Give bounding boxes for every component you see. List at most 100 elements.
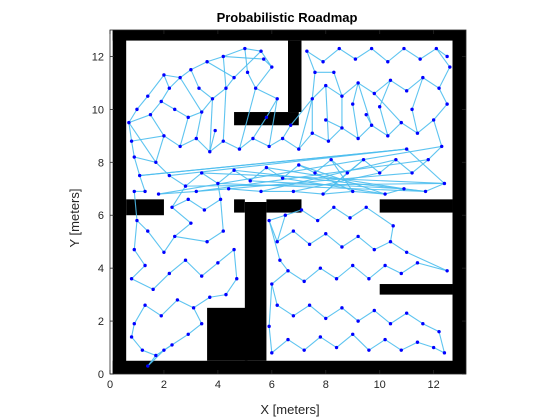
node-147: [391, 224, 395, 228]
node-59: [167, 173, 172, 178]
edge-189: [285, 209, 302, 216]
edge-205: [406, 77, 424, 92]
edge-179: [390, 241, 407, 253]
x-tick-label-5: 10: [374, 379, 386, 391]
edge-197: [268, 220, 281, 261]
obstacle-3: [452, 30, 466, 374]
edge-249: [196, 188, 229, 192]
edge-237: [325, 119, 343, 129]
edge-36: [328, 127, 343, 142]
node-60: [154, 160, 158, 165]
node-76: [167, 271, 172, 276]
node-146: [364, 205, 368, 209]
edge-154: [438, 331, 445, 353]
edge-188: [268, 214, 286, 222]
node-107: [431, 345, 436, 350]
node-9: [178, 75, 182, 80]
node-27: [221, 139, 225, 143]
node-159: [448, 65, 452, 69]
edge-114: [136, 220, 149, 232]
node-157: [421, 75, 425, 80]
edge-250: [158, 190, 197, 195]
ticks: 0 2 4 6 8 10 12 0 2 4 6 8 10 12: [92, 30, 466, 391]
edge-113: [147, 230, 165, 253]
obstacle-5: [207, 307, 248, 361]
y-tick-label-0: 0: [98, 369, 104, 381]
y-tick-label-2: 4: [98, 263, 104, 275]
obstacle-8: [266, 199, 302, 213]
node-175: [445, 54, 449, 59]
obstacle-4: [126, 199, 164, 216]
edge-252: [149, 114, 165, 137]
edge-200: [325, 85, 343, 97]
edge-104: [204, 198, 221, 211]
edge-68: [222, 88, 227, 142]
obstacle-11: [379, 199, 453, 213]
edge-210: [403, 48, 421, 60]
node-25: [194, 136, 199, 141]
node-53: [264, 165, 269, 170]
edge-190: [301, 209, 318, 221]
edge-231: [163, 74, 181, 79]
node-171: [351, 102, 355, 106]
node-8: [167, 86, 172, 90]
node-145: [348, 216, 352, 220]
edge-206: [422, 77, 440, 89]
node-165: [353, 57, 358, 61]
node-121: [286, 269, 290, 273]
edge-244: [352, 190, 386, 195]
edge-254: [190, 69, 200, 89]
node-176: [264, 115, 269, 120]
edge-153: [433, 347, 445, 354]
edge-97: [217, 182, 426, 192]
node-94: [199, 322, 204, 326]
node-164: [369, 46, 374, 51]
edge-38: [357, 124, 372, 139]
edge-180: [374, 241, 391, 251]
edge-202: [357, 82, 375, 94]
edge-66: [195, 111, 203, 139]
edge-33: [282, 138, 300, 150]
node-34: [326, 139, 331, 143]
edge-160: [341, 307, 359, 322]
edge-209: [419, 48, 437, 60]
node-11: [205, 60, 209, 64]
edge-149: [368, 339, 386, 351]
edge-96: [234, 169, 426, 192]
node-73: [143, 263, 147, 268]
edge-31: [252, 137, 270, 147]
edge-89: [322, 172, 348, 195]
edge-118: [131, 265, 146, 280]
node-155: [388, 78, 393, 82]
edge-125: [233, 249, 238, 279]
node-129: [415, 261, 420, 265]
node-189: [442, 181, 447, 186]
edge-221: [352, 82, 359, 105]
edge-46: [395, 159, 413, 174]
edge-201: [341, 82, 359, 97]
edge-62: [134, 156, 156, 163]
node-135: [340, 245, 344, 249]
node-66: [173, 234, 177, 239]
node-123: [318, 266, 323, 270]
edge-173: [352, 265, 370, 280]
node-115: [340, 306, 344, 310]
node-169: [313, 70, 317, 75]
edge-175: [384, 265, 402, 274]
node-23: [162, 134, 166, 138]
node-26: [208, 150, 212, 154]
node-13: [243, 46, 247, 51]
edge-195: [389, 225, 394, 242]
edge-11: [206, 55, 224, 63]
y-tick-label-6: 12: [92, 51, 104, 63]
node-174: [445, 102, 449, 106]
edge-77: [352, 104, 359, 139]
node-81: [235, 277, 239, 281]
node-57: [199, 171, 204, 175]
edge-204: [390, 79, 407, 92]
edge-248: [228, 188, 262, 192]
node-42: [440, 144, 444, 149]
node-83: [208, 295, 212, 299]
edge-229: [136, 95, 149, 110]
roadmap-nodes: [127, 46, 452, 368]
